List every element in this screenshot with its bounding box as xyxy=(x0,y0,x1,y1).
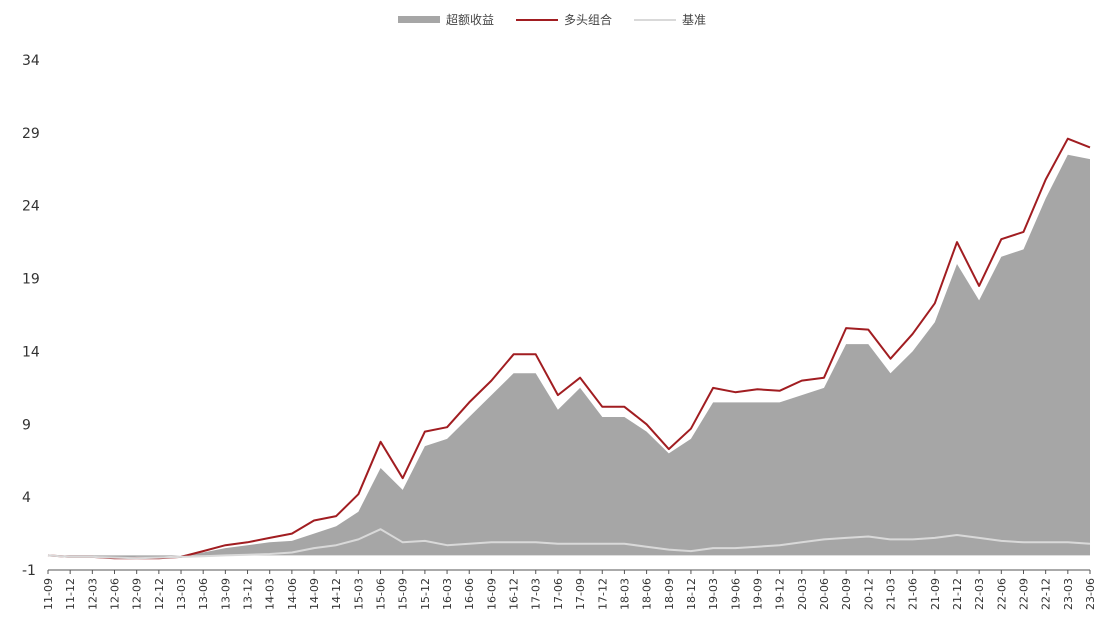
legend-label-long: 多头组合 xyxy=(563,13,612,27)
series-line-1 xyxy=(47,137,1091,560)
x-tick-label: 18-03 xyxy=(618,578,631,610)
x-tick-label: 13-12 xyxy=(242,578,255,610)
legend-label-excess: 超额收益 xyxy=(445,13,494,27)
x-tick-label: 14-09 xyxy=(308,578,321,610)
x-tick-label: 15-06 xyxy=(375,578,388,610)
y-tick-label: -1 xyxy=(22,563,36,579)
legend-item-excess[interactable]: 超额收益 xyxy=(397,11,494,28)
x-tick-label: 15-12 xyxy=(419,578,432,610)
x-tick-label: 23-03 xyxy=(1062,578,1075,610)
legend-swatch-benchmark xyxy=(634,18,676,21)
x-tick-label: 21-09 xyxy=(929,578,942,610)
x-tick-label: 16-12 xyxy=(508,578,521,610)
legend-label-benchmark: 基准 xyxy=(682,13,707,27)
y-tick-label: 4 xyxy=(22,490,31,506)
x-tick-label: 11-12 xyxy=(64,578,77,610)
x-tick-label: 13-09 xyxy=(219,578,232,610)
y-tick-label: 24 xyxy=(22,199,40,215)
x-tick-label: 18-09 xyxy=(663,578,676,610)
y-tick-label: 19 xyxy=(22,272,40,288)
x-tick-label: 20-06 xyxy=(818,578,831,610)
x-tick-label: 12-12 xyxy=(153,578,166,610)
x-tick-label: 12-09 xyxy=(131,578,144,610)
y-tick-label: 9 xyxy=(22,417,31,433)
y-tick-label: 34 xyxy=(22,53,40,69)
x-tick-label: 21-03 xyxy=(884,578,897,610)
x-tick-label: 16-03 xyxy=(441,578,454,610)
x-tick-label: 21-12 xyxy=(951,578,964,610)
x-tick-label: 11-09 xyxy=(42,578,55,610)
x-tick-label: 14-03 xyxy=(264,578,277,610)
legend: 超额收益 多头组合 基准 xyxy=(0,11,1104,28)
x-tick-label: 20-03 xyxy=(796,578,809,610)
x-tick-label: 23-06 xyxy=(1084,578,1097,610)
x-tick-label: 17-06 xyxy=(552,578,565,610)
x-tick-label: 22-12 xyxy=(1040,578,1053,610)
x-axis: 11-09 11-12 12-03 12-06 12-09 12-12 13-03 13-06… xyxy=(42,569,1097,610)
x-tick-label: 15-03 xyxy=(352,578,365,610)
x-tick-label: 19-12 xyxy=(774,578,787,610)
x-tick-label: 17-12 xyxy=(596,578,609,610)
x-tick-label: 18-12 xyxy=(685,578,698,610)
x-tick-label: 17-03 xyxy=(530,578,543,610)
x-tick-label: 14-06 xyxy=(286,578,299,610)
x-tick-label: 12-06 xyxy=(109,578,122,610)
y-tick-label: 14 xyxy=(22,344,40,360)
x-tick-label: 12-03 xyxy=(86,578,99,610)
x-tick-label: 22-06 xyxy=(995,578,1008,610)
x-tick-label: 22-03 xyxy=(973,578,986,610)
x-tick-label: 18-06 xyxy=(641,578,654,610)
x-tick-label: 22-09 xyxy=(1017,578,1030,610)
legend-swatch-excess xyxy=(397,16,440,23)
x-tick-label: 13-06 xyxy=(197,578,210,610)
series-line-2 xyxy=(47,528,1091,560)
legend-item-benchmark[interactable]: 基准 xyxy=(634,11,706,28)
x-tick-label: 21-06 xyxy=(907,578,920,610)
x-tick-label: 20-09 xyxy=(840,578,853,610)
x-tick-label: 19-06 xyxy=(729,578,742,610)
x-tick-label: 15-09 xyxy=(397,578,410,610)
legend-swatch-long xyxy=(515,18,558,21)
x-tick-label: 19-09 xyxy=(751,578,764,610)
x-tick-label: 19-03 xyxy=(707,578,720,610)
x-tick-label: 16-09 xyxy=(485,578,498,610)
x-tick-label: 17-09 xyxy=(574,578,587,610)
x-tick-label: 16-06 xyxy=(463,578,476,610)
series-layer xyxy=(47,137,1091,560)
x-tick-label: 20-12 xyxy=(862,578,875,610)
y-tick-label: 29 xyxy=(22,126,40,142)
series-area-0 xyxy=(48,154,1090,559)
x-tick-label: 13-03 xyxy=(175,578,188,610)
x-tick-label: 14-12 xyxy=(330,578,343,610)
y-axis: -1 4 9 14 19 24 29 34 xyxy=(22,53,40,579)
legend-item-long[interactable]: 多头组合 xyxy=(515,11,612,28)
